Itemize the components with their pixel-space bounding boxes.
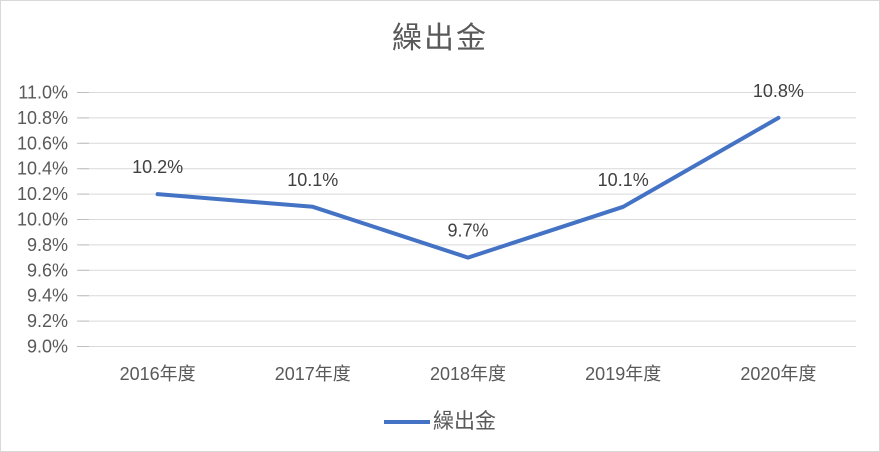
data-label: 10.1% (287, 170, 338, 190)
y-axis-label: 9.4% (27, 286, 68, 306)
y-axis-label: 10.4% (17, 159, 68, 179)
y-axis-label: 10.2% (17, 184, 68, 204)
x-axis-label: 2020年度 (740, 364, 816, 384)
y-axis-label: 11.0% (18, 83, 68, 103)
y-axis-label: 9.6% (27, 260, 68, 280)
data-label: 10.1% (598, 170, 649, 190)
data-label: 9.7% (447, 221, 488, 241)
x-axis-label: 2017年度 (275, 364, 351, 384)
legend: 繰出金 (1, 408, 879, 436)
x-axis-label: 2019年度 (585, 364, 661, 384)
chart-title: 繰出金 (392, 22, 488, 55)
data-label: 10.2% (132, 157, 183, 177)
series-line (155, 115, 781, 260)
legend-line-swatch (384, 420, 430, 424)
y-axis-label: 10.6% (17, 133, 68, 153)
y-axis-label: 10.8% (17, 108, 68, 128)
y-axis-label: 9.0% (27, 337, 68, 357)
legend-label: 繰出金 (433, 410, 496, 433)
x-axis-label: 2016年度 (120, 364, 196, 384)
y-axis-label: 9.8% (27, 235, 68, 255)
data-label: 10.8% (753, 81, 804, 101)
y-axis-label: 9.2% (27, 311, 68, 331)
y-axis-label: 10.0% (17, 210, 68, 230)
x-axis-label: 2018年度 (430, 364, 506, 384)
